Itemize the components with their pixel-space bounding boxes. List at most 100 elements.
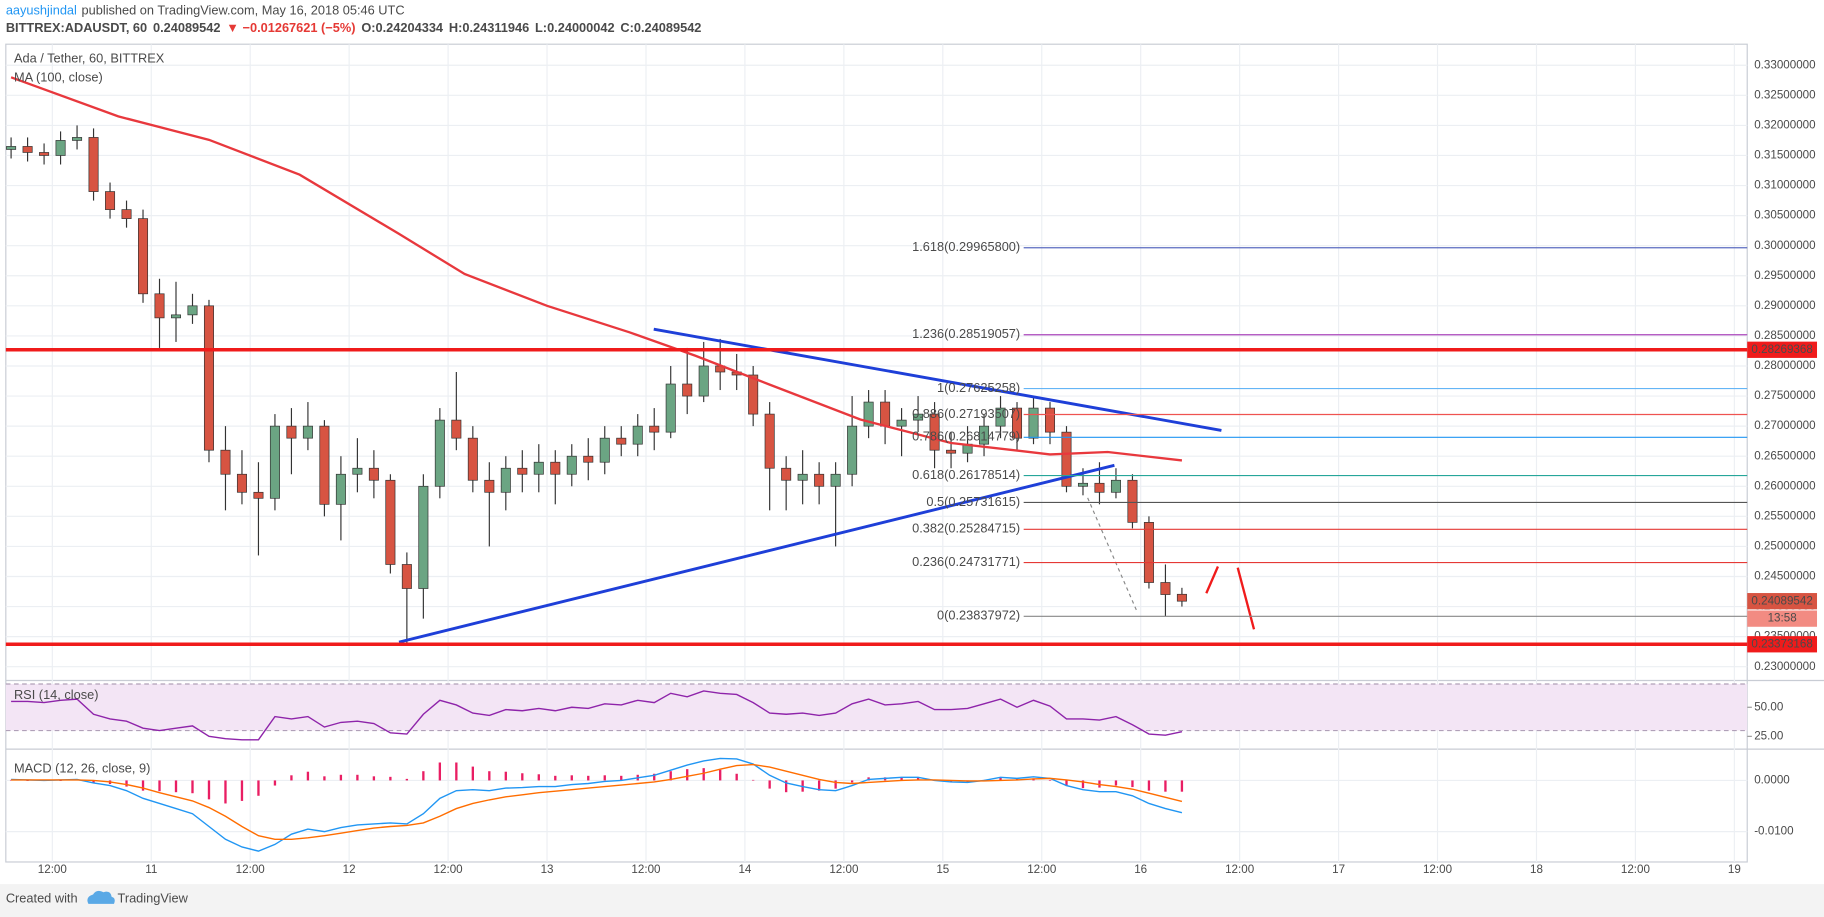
candle-body [1160,582,1171,595]
macd-histogram-bar [224,780,227,804]
candle-body [352,467,363,475]
macd-histogram-bar [339,774,343,781]
candle-body [154,293,165,319]
candle-body [138,218,149,295]
candle-body [302,425,313,439]
x-tick-label: 13 [541,863,554,876]
last-price: 0.24089542 [153,20,221,35]
y-tick-label: 0.25500000 [1754,509,1816,522]
y-tick-label: 0.32500000 [1754,88,1816,101]
x-tick-label: 12:00 [236,863,266,876]
author[interactable]: aayushjindal [6,3,77,18]
overlay: 1.618(0.29965800) 1.236(0.28519057) 1(0.27… [5,239,1818,653]
grid: 12:00 11 12:00 12 12:00 13 12:00 14 12:00 15 12:00… [5,44,1816,876]
logo[interactable] [87,890,115,904]
y-tick-label: 0.27500000 [1754,389,1816,402]
macd-legend: MACD (12, 26, close, 9) [14,760,150,775]
candle-body [847,425,858,475]
y-tick-label: 0.23000000 [1754,660,1816,673]
fib-label: 0.886(0.27193507) [912,406,1020,421]
trend-line [653,327,1222,432]
candle-body [533,461,544,475]
fib-label: 0.5(0.25731615) [926,494,1020,509]
candle-body [170,314,182,319]
x-tick-label: 12:00 [1225,863,1255,876]
candle-body [1077,482,1088,487]
arrow [1205,566,1220,594]
chart-title: Ada / Tether, 60, BITTREX [14,51,165,66]
x-tick-label: 15 [936,863,949,876]
x-tick-label: 12:00 [1027,863,1057,876]
candle-body [566,455,577,475]
candle-body [434,419,445,487]
macd-histogram-bar [455,762,458,781]
x-tick-label: 16 [1134,863,1147,876]
candle-body [517,467,528,475]
ohlc-close: C:0.24089542 [620,20,701,35]
candle-body [187,305,198,316]
candle-body [72,137,83,141]
macd-histogram-bar [1164,780,1167,792]
last-price-label: 0.24089542 [1751,594,1812,607]
candle-body [88,137,99,192]
candle-body [1143,522,1154,583]
candle-body [1012,407,1023,439]
candle-body [203,305,214,451]
fib-label: 1.618(0.29965800) [912,239,1020,254]
candle-body [632,425,643,445]
macd-histogram-bar [422,771,425,781]
x-tick-label: 12:00 [631,863,661,876]
macd-histogram-bar [768,780,771,789]
ohlc-high: H:0.24311946 [449,20,529,35]
symbol-line: BITTREX:ADAUSDT, 60 0.24089542 ▼ −0.012676… [6,20,702,35]
macd-histogram-bar [1147,780,1151,791]
macd-histogram-bar [1180,780,1184,792]
candle-body [368,467,379,481]
macd-histogram-bar [1114,780,1118,786]
macd-tick-label: -0.0100 [1754,825,1794,838]
x-tick-label: 12:00 [1621,863,1651,876]
macd-histogram-bar [1065,780,1068,787]
candle-body [451,419,462,439]
price-tag [1747,636,1818,653]
fib-label: 1(0.27625258) [937,380,1020,395]
macd-histogram-bar [356,774,359,781]
macd-histogram-bar [26,780,29,782]
candle-body [665,383,676,433]
symbol: BITTREX:ADAUSDT, 60 [6,20,147,35]
candle-body [880,401,891,427]
candle-body [467,437,478,481]
candle-body [286,425,297,439]
macd-histogram-bar [240,780,244,801]
candle-body [418,485,429,589]
macd-histogram-bar [290,775,293,781]
macd-histogram-bar [554,775,557,781]
candle-body [896,419,907,427]
y-tick-label: 0.30500000 [1754,209,1816,222]
macd-line [11,757,1183,852]
candle-body [220,449,231,475]
footer-brand[interactable]: TradingView [117,891,188,906]
candle-body [105,191,116,210]
x-tick-label: 11 [145,863,157,876]
candle-body [649,425,660,433]
x-tick-label: 19 [1728,863,1741,876]
x-tick-label: 17 [1332,863,1345,876]
macd-histogram-bar [850,780,854,783]
macd-line [11,763,1183,841]
candle-body [1094,482,1105,493]
y-tick-label: 0.31000000 [1754,179,1816,192]
x-tick-label: 14 [738,863,751,876]
x-tick-label: 12:00 [829,863,859,876]
macd-histogram-bar [817,780,821,791]
drawings [398,327,1256,644]
macd-histogram-bar [537,774,540,781]
macd-histogram-bar [1048,780,1052,782]
macd-histogram-bar [125,780,128,787]
y-tick-label: 0.26000000 [1754,479,1816,492]
ohlc-low: L:0.24000042 [535,20,615,35]
candle-body [797,473,808,481]
candle-body [1127,479,1138,523]
candle-body [698,365,709,397]
